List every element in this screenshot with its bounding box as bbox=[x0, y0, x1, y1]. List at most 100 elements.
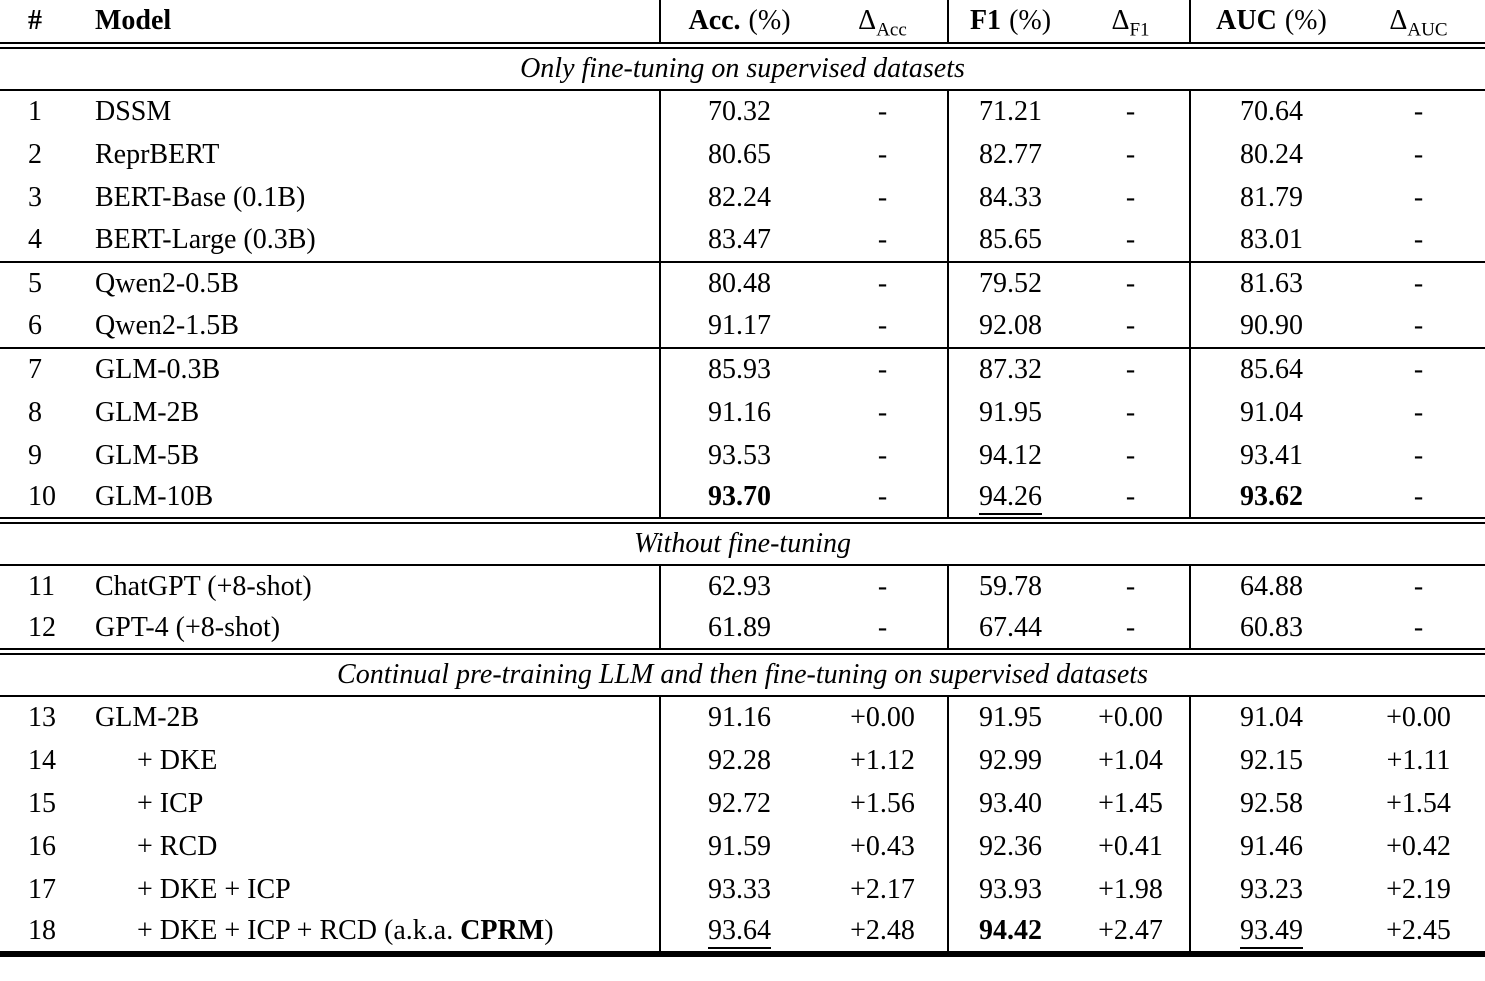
delta-acc-value: - bbox=[818, 565, 949, 608]
delta-f1-value: - bbox=[1072, 608, 1191, 655]
model-name: + DKE + ICP + RCD (a.k.a. CPRM) bbox=[95, 911, 661, 957]
auc-value: 85.64 bbox=[1240, 354, 1303, 385]
row-number: 12 bbox=[0, 608, 95, 655]
f1-value: 85.65 bbox=[948, 219, 1072, 263]
delta-auc-value: - bbox=[1352, 608, 1485, 655]
delta-auc-value: - bbox=[1413, 268, 1424, 299]
f1-value: 91.95 bbox=[979, 396, 1042, 428]
row-number: 1 bbox=[28, 96, 42, 127]
model-name: DSSM bbox=[95, 90, 661, 133]
section-title-row: Without fine-tuning bbox=[0, 520, 1485, 566]
table-row: 6 Qwen2-1.5B 91.17-92.08-90.90- bbox=[0, 305, 1485, 349]
auc-value: 91.04 bbox=[1240, 702, 1303, 733]
row-number: 18 bbox=[0, 911, 95, 957]
delta-auc-subscript: AUC bbox=[1407, 19, 1448, 41]
col-header-model: Model bbox=[95, 0, 661, 49]
delta-acc-value: - bbox=[818, 133, 949, 176]
delta-f1-value: +0.00 bbox=[1072, 696, 1191, 739]
f1-value: 67.44 bbox=[948, 608, 1072, 655]
f1-value: 84.33 bbox=[979, 181, 1042, 213]
col-header-f1: F1 (%) bbox=[948, 0, 1072, 49]
delta-acc-value: - bbox=[818, 219, 949, 263]
section-title: Continual pre-training LLM and then fine… bbox=[0, 651, 1485, 697]
f1-value: 71.21 bbox=[979, 96, 1042, 127]
model-name: GLM-0.3B bbox=[95, 348, 661, 391]
f1-value: 82.77 bbox=[979, 138, 1042, 170]
table-row: 3 BERT-Base (0.1B) 82.24-84.33-81.79- bbox=[0, 176, 1485, 219]
auc-value: 91.04 bbox=[1240, 396, 1303, 428]
row-number: 5 bbox=[28, 268, 42, 299]
acc-header-label: Acc. bbox=[688, 4, 741, 36]
auc-value: 64.88 bbox=[1240, 571, 1303, 602]
delta-auc-value: - bbox=[1413, 138, 1424, 170]
acc-value: 83.47 bbox=[660, 219, 818, 263]
table-row: 17 + DKE + ICP 93.33 +2.17 93.93 +1.98 93.23 +2… bbox=[0, 868, 1485, 911]
delta-f1-value: - bbox=[1072, 348, 1191, 391]
delta-f1-value: - bbox=[1072, 477, 1191, 524]
model-name: GLM-5B bbox=[95, 434, 661, 477]
table-row: 7 GLM-0.3B 85.93-87.32-85.64- bbox=[0, 348, 1485, 391]
auc-value: 83.01 bbox=[1190, 219, 1352, 263]
table-row: 10 GLM-10B 93.70-94.26-93.62- bbox=[0, 477, 1485, 524]
table-row: 9 GLM-5B 93.53-94.12-93.41- bbox=[0, 434, 1485, 477]
auc-value: 90.90 bbox=[1190, 305, 1352, 349]
model-name: Qwen2-1.5B bbox=[95, 305, 661, 349]
model-name: GLM-10B bbox=[95, 477, 661, 524]
acc-value: 82.24 bbox=[708, 181, 771, 213]
delta-f1-value: - bbox=[1072, 219, 1191, 263]
delta-acc-value: - bbox=[818, 477, 949, 524]
f1-value: 92.08 bbox=[948, 305, 1072, 349]
acc-value: 80.65 bbox=[708, 138, 771, 170]
model-name: ReprBERT bbox=[95, 133, 661, 176]
row-number: 13 bbox=[28, 702, 56, 733]
num-header-label: # bbox=[28, 4, 42, 36]
delta-auc-value: +1.54 bbox=[1386, 787, 1451, 819]
delta-acc-value: - bbox=[818, 348, 949, 391]
auc-value: 93.23 bbox=[1240, 873, 1303, 905]
f1-value: 79.52 bbox=[979, 268, 1042, 299]
table-row: 5 Qwen2-0.5B 80.48-79.52-81.63- bbox=[0, 262, 1485, 305]
table-row: 4 BERT-Large (0.3B) 83.47-85.65-83.01- bbox=[0, 219, 1485, 263]
col-header-delta-acc: ΔAcc bbox=[818, 0, 949, 49]
row-number: 4 bbox=[0, 219, 95, 263]
delta-acc-value: - bbox=[818, 176, 949, 219]
auc-value: 91.46 bbox=[1240, 830, 1303, 862]
auc-value: 81.79 bbox=[1240, 181, 1303, 213]
acc-value: 85.93 bbox=[708, 354, 771, 385]
delta-f1-value: +1.45 bbox=[1072, 782, 1191, 825]
delta-symbol: Δ bbox=[1111, 4, 1130, 36]
delta-acc-value: - bbox=[818, 608, 949, 655]
row-number: 7 bbox=[28, 354, 42, 385]
delta-acc-value: - bbox=[818, 90, 949, 133]
f1-value: 92.36 bbox=[979, 830, 1042, 862]
f1-value: 93.40 bbox=[979, 787, 1042, 819]
table-row: 15 + ICP 92.72 +1.56 93.40 +1.45 92.58 +1.54 bbox=[0, 782, 1485, 825]
results-table: # Model Acc. (%) ΔAcc F1 (%) ΔF1 AUC (%) ΔA… bbox=[0, 0, 1485, 957]
delta-f1-value: - bbox=[1072, 176, 1191, 219]
section-title: Only fine-tuning on supervised datasets bbox=[0, 45, 1485, 91]
delta-f1-value: +2.47 bbox=[1072, 911, 1191, 957]
delta-acc-value: +1.56 bbox=[818, 782, 949, 825]
f1-header-unit: (%) bbox=[1009, 4, 1052, 36]
table-row: 18 + DKE + ICP + RCD (a.k.a. CPRM) 93.64 +2… bbox=[0, 911, 1485, 957]
model-name: + DKE bbox=[95, 739, 661, 782]
delta-auc-value: - bbox=[1352, 219, 1485, 263]
f1-value: 93.93 bbox=[979, 873, 1042, 905]
row-number: 2 bbox=[28, 138, 42, 170]
row-number: 10 bbox=[0, 477, 95, 524]
delta-f1-value: +0.41 bbox=[1072, 825, 1191, 868]
row-number: 15 bbox=[28, 787, 56, 819]
delta-f1-subscript: F1 bbox=[1129, 19, 1150, 41]
f1-value: 92.99 bbox=[979, 744, 1042, 776]
delta-acc-value: - bbox=[818, 305, 949, 349]
delta-auc-value: +1.11 bbox=[1386, 744, 1451, 776]
col-header-delta-f1: ΔF1 bbox=[1072, 0, 1191, 49]
f1-value: 91.95 bbox=[979, 702, 1042, 733]
row-number: 16 bbox=[28, 830, 56, 862]
acc-value: 93.33 bbox=[708, 873, 771, 905]
row-number: 8 bbox=[28, 396, 42, 428]
table-row: 12 GPT-4 (+8-shot) 61.89-67.44-60.83- bbox=[0, 608, 1485, 655]
delta-auc-value: +0.00 bbox=[1386, 702, 1451, 733]
header-row: # Model Acc. (%) ΔAcc F1 (%) ΔF1 AUC (%) ΔA… bbox=[0, 0, 1485, 49]
delta-auc-value: - bbox=[1413, 181, 1424, 213]
